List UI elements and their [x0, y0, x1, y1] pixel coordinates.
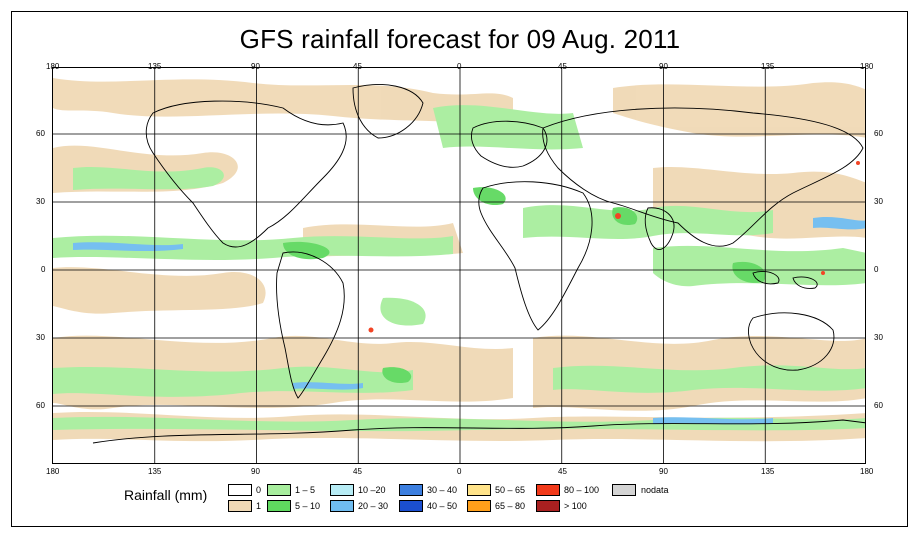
- rainfall-field: [53, 78, 865, 442]
- legend-swatch: [267, 484, 291, 496]
- legend-swatch: [536, 500, 560, 512]
- lat-label-right: 30: [874, 197, 883, 206]
- lon-label-bottom: 180: [46, 467, 60, 476]
- lon-label-bottom: 135: [761, 467, 775, 476]
- legend-label: 65 – 80: [495, 501, 526, 511]
- legend-swatch: [267, 500, 291, 512]
- graticule: [53, 68, 865, 463]
- lon-label-bottom: 180: [860, 467, 874, 476]
- legend-label: > 100: [564, 501, 587, 511]
- legend-swatch: [536, 484, 560, 496]
- legend-label: 1 – 5: [295, 485, 316, 495]
- lat-label-right: 60: [874, 129, 883, 138]
- legend-swatch: [228, 500, 252, 512]
- legend-label: 0: [256, 485, 262, 495]
- legend-swatch: [330, 484, 354, 496]
- lon-label-top: 45: [353, 62, 362, 71]
- lat-label-left: 30: [36, 333, 45, 342]
- legend-label: 5 – 10: [295, 501, 321, 511]
- lon-label-top: 180: [46, 62, 60, 71]
- lon-label-top: 0: [457, 62, 462, 71]
- lon-label-bottom: 90: [659, 467, 668, 476]
- legend-label: 80 – 100: [564, 485, 600, 495]
- legend-label: nodata: [641, 485, 669, 495]
- legend-swatch: [467, 484, 491, 496]
- coastlines: [92, 84, 865, 444]
- legend-label: 1: [256, 501, 262, 511]
- lon-label-bottom: 90: [251, 467, 260, 476]
- lon-label-top: 135: [761, 62, 775, 71]
- legend-label: 10 –20: [358, 485, 386, 495]
- lon-label-bottom: 135: [148, 467, 162, 476]
- rainfall-map-svg: [53, 68, 865, 463]
- map-title: GFS rainfall forecast for 09 Aug. 2011: [239, 24, 681, 54]
- lat-label-right: 0: [874, 265, 879, 274]
- lon-label-top: 45: [558, 62, 567, 71]
- rainfall-map: [52, 67, 866, 464]
- lon-label-top: 90: [659, 62, 668, 71]
- lon-label-bottom: 45: [558, 467, 567, 476]
- lat-label-left: 0: [41, 265, 46, 274]
- figure-frame: [11, 11, 908, 527]
- legend-swatch: [467, 500, 491, 512]
- legend-swatch: [399, 484, 423, 496]
- lon-label-top: 180: [860, 62, 874, 71]
- legend-label: 30 – 40: [427, 485, 458, 495]
- legend-swatch: [399, 500, 423, 512]
- lat-label-left: 60: [36, 401, 45, 410]
- legend-swatch: [330, 500, 354, 512]
- legend-label: 40 – 50: [427, 501, 458, 511]
- lon-label-bottom: 0: [457, 467, 462, 476]
- legend-title: Rainfall (mm): [124, 487, 208, 503]
- lat-label-left: 30: [36, 197, 45, 206]
- legend-swatch: [228, 484, 252, 496]
- legend-label: 20 – 30: [358, 501, 389, 511]
- lon-label-bottom: 45: [353, 467, 362, 476]
- lat-label-right: 30: [874, 333, 883, 342]
- legend-label: 50 – 65: [495, 485, 526, 495]
- lon-label-top: 135: [148, 62, 162, 71]
- lon-label-top: 90: [251, 62, 260, 71]
- legend-swatch: [612, 484, 636, 496]
- lat-label-left: 60: [36, 129, 45, 138]
- lat-label-right: 60: [874, 401, 883, 410]
